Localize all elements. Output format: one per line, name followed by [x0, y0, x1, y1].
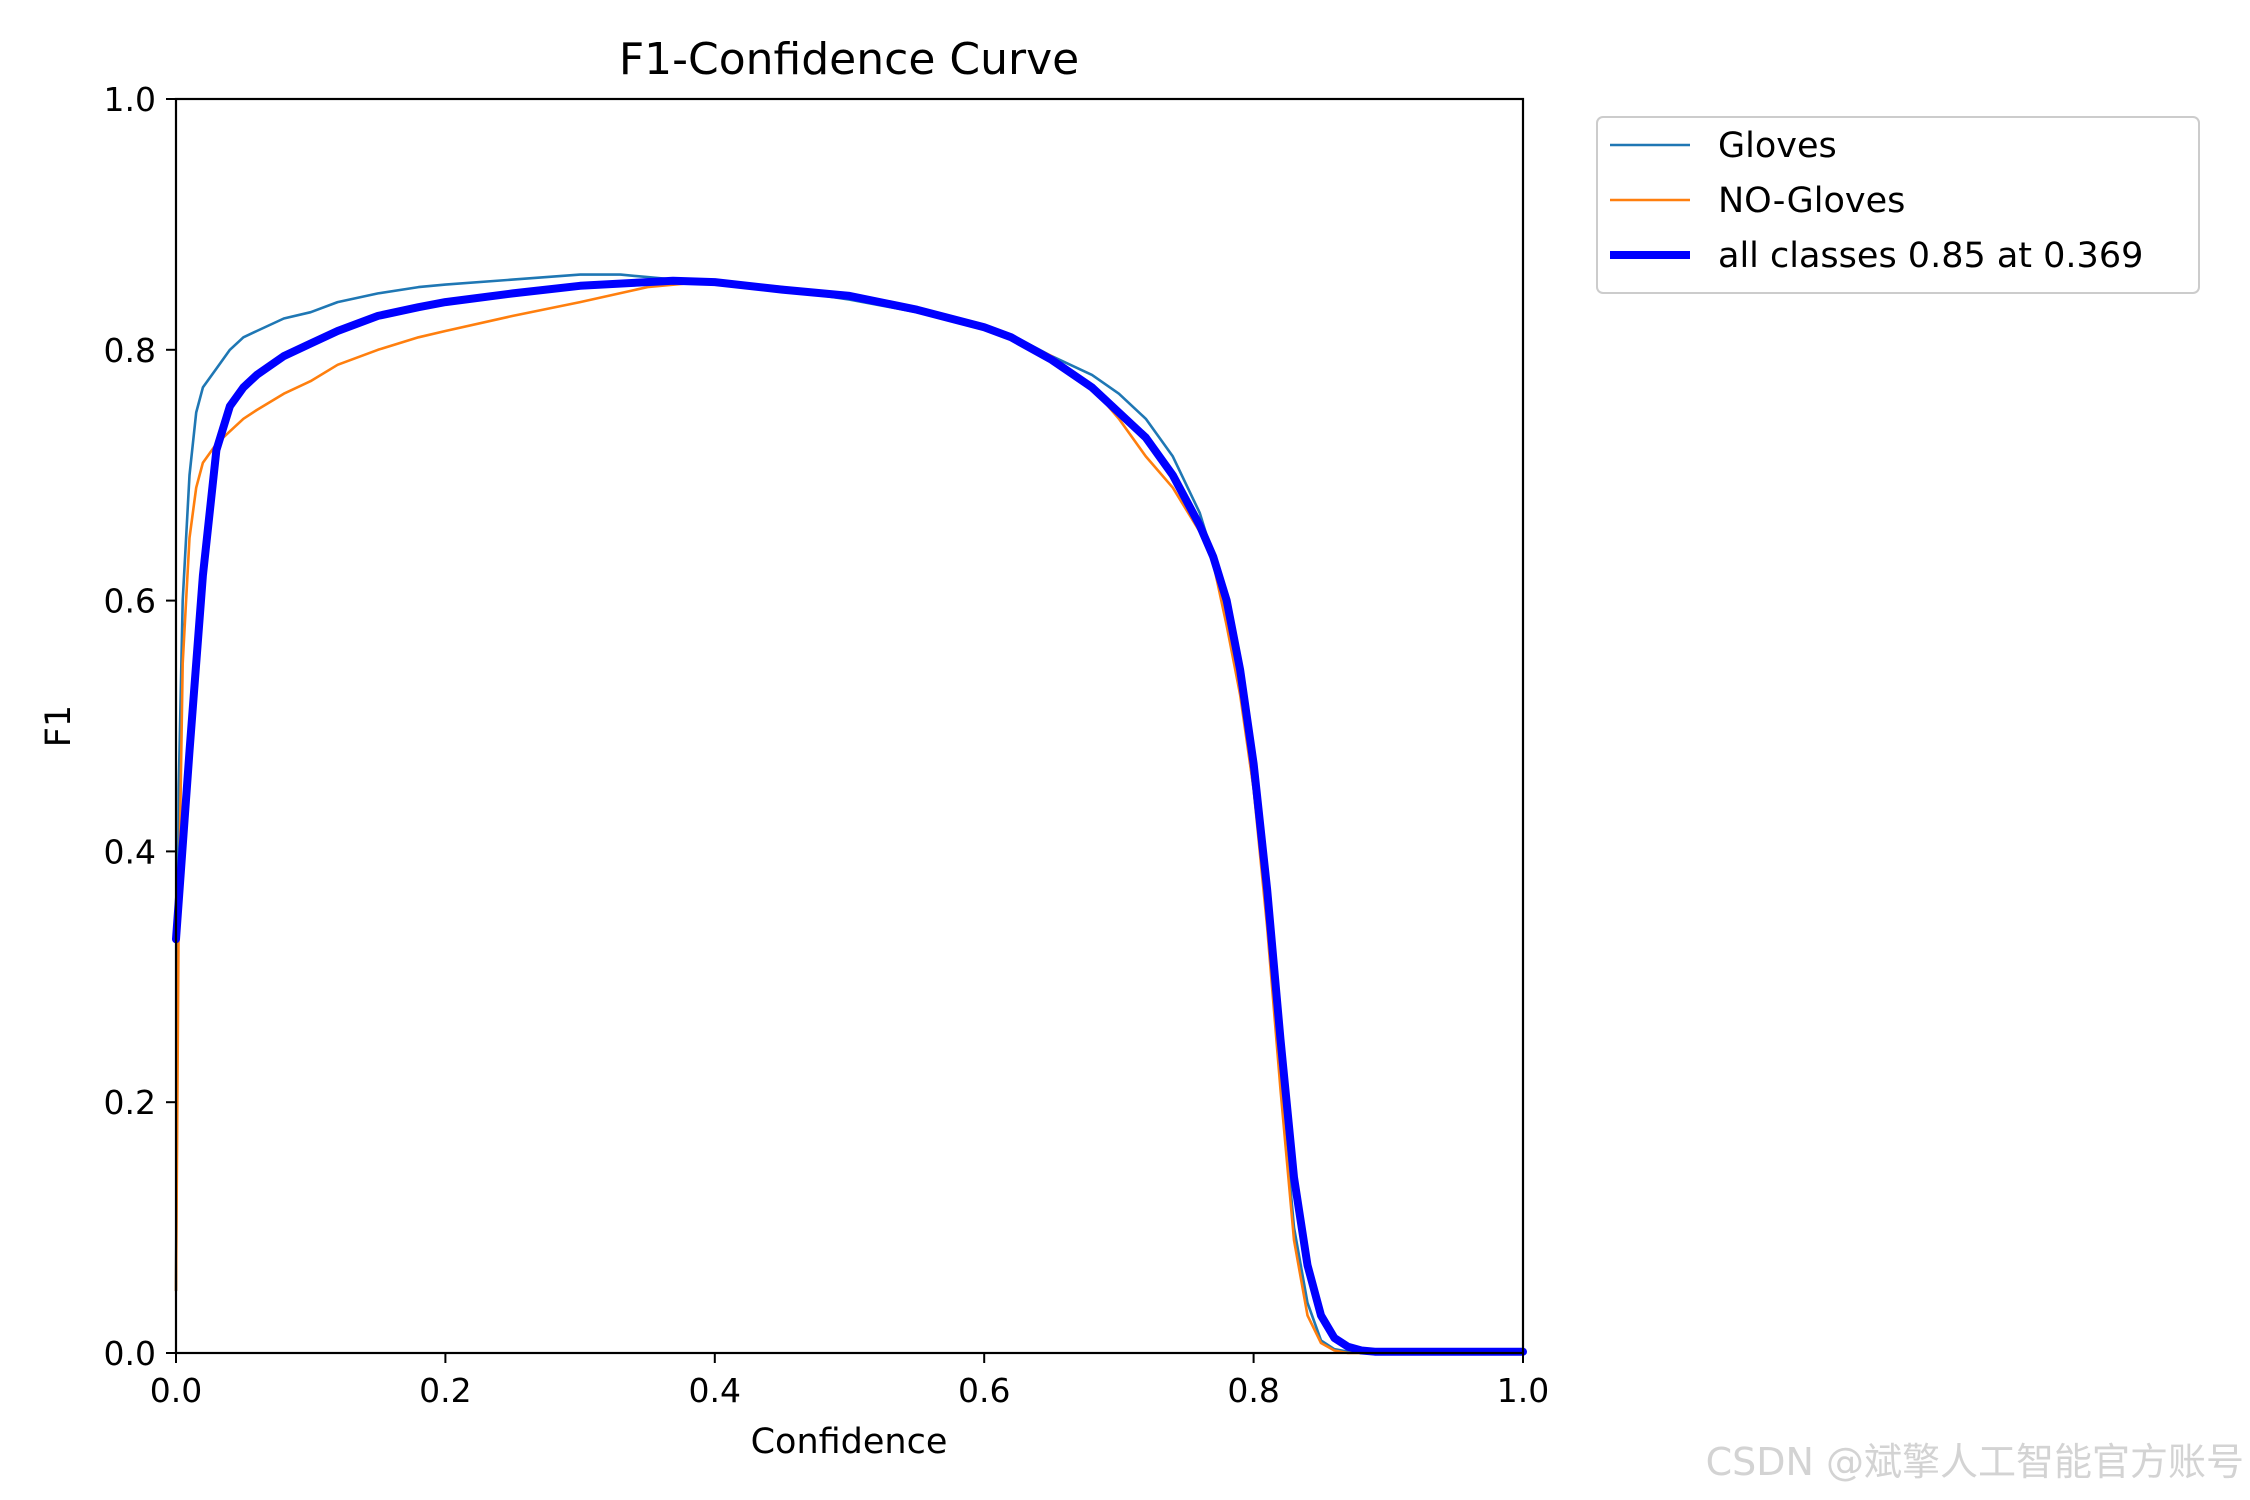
x-tick-label: 0.2	[419, 1371, 471, 1410]
legend-frame	[1596, 116, 2200, 294]
y-tick-label: 0.0	[104, 1334, 156, 1373]
y-tick-label: 1.0	[104, 80, 156, 119]
series-line-2	[174, 279, 1525, 1355]
y-tick-label: 0.4	[104, 832, 156, 871]
y-tick-label: 0.2	[104, 1083, 156, 1122]
x-axis-ticks: 0.0 0.2 0.4 0.6 0.8 1.0	[150, 1353, 1549, 1410]
x-axis-label: Confidence	[751, 1422, 948, 1462]
legend: Gloves NO-Gloves all classes 0.85 at 0.369	[1596, 116, 2200, 294]
y-tick-label: 0.6	[104, 582, 156, 621]
plot-frame	[174, 97, 1525, 1355]
x-tick-label: 0.4	[689, 1371, 741, 1410]
series-group	[172, 273, 1527, 1356]
x-tick-label: 1.0	[1497, 1371, 1549, 1410]
x-tick-label: 0.6	[958, 1371, 1010, 1410]
series-line-1	[174, 273, 1525, 1355]
y-axis-label: F1	[39, 705, 79, 747]
y-axis-ticks: 0.0 0.2 0.4 0.6 0.8 1.0	[104, 80, 176, 1373]
watermark: CSDN @斌擎人工智能官方账号	[1705, 1440, 2244, 1484]
legend-label-3: all classes 0.85 at 0.369	[1718, 236, 2143, 276]
chart-title: F1-Confidence Curve	[619, 34, 1079, 85]
x-tick-label: 0.0	[150, 1371, 202, 1410]
x-tick-label: 0.8	[1227, 1371, 1279, 1410]
series-line-3	[172, 276, 1527, 1356]
y-tick-label: 0.8	[104, 331, 156, 370]
legend-label-1: Gloves	[1718, 126, 1837, 166]
legend-label-2: NO-Gloves	[1718, 181, 1905, 221]
